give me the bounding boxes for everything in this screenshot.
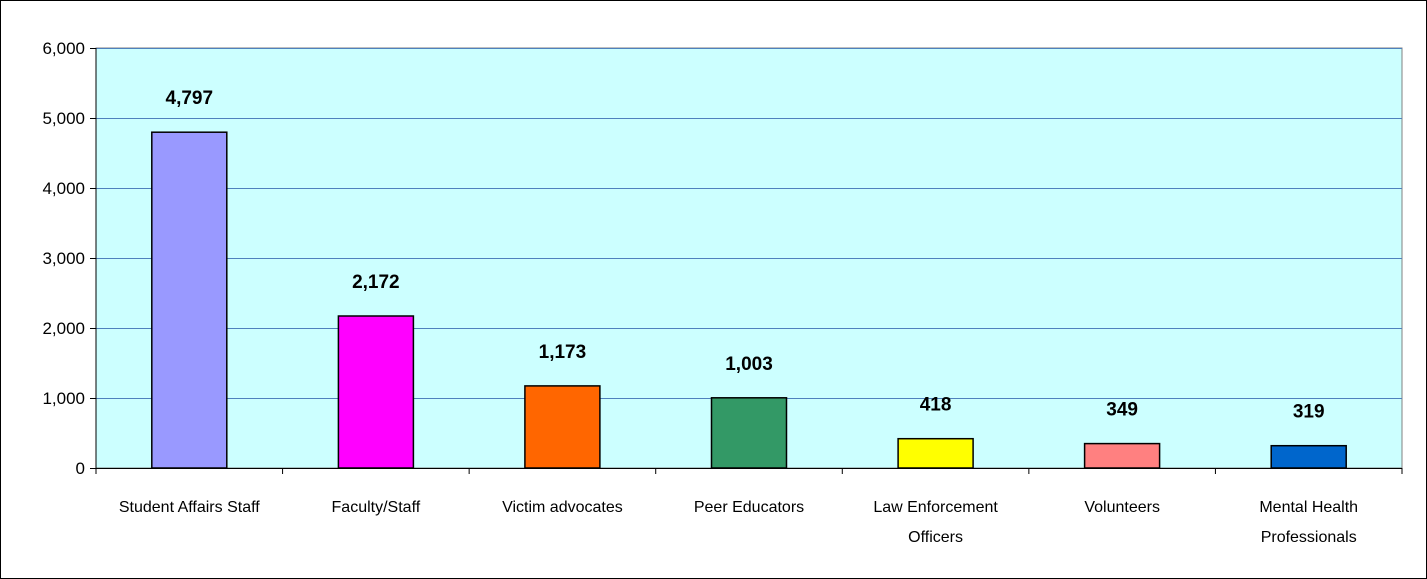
bars [151,131,1347,469]
x-tick-label: Peer Educators [694,499,804,516]
x-tick-label: Student Affairs Staff [119,499,260,516]
bar [151,131,228,469]
gridlines [96,48,1402,399]
x-tick-label: Law Enforcement Officers [873,499,998,546]
y-tick-label: 6,000 [42,39,85,58]
data-label: 4,797 [166,88,214,109]
x-tick-label: Faculty/Staff [332,499,421,516]
y-tick-label: 4,000 [42,179,85,198]
y-tick-label: 2,000 [42,319,85,338]
x-tick-label: Mental Health Professionals [1259,499,1358,546]
bar [710,397,788,469]
bar [1083,442,1161,469]
y-tick-label: 0 [76,459,85,478]
data-label: 1,003 [725,354,773,375]
data-label: 1,173 [539,342,587,363]
data-label: 319 [1293,402,1325,423]
axes [90,48,1403,474]
x-tick-label: Victim advocates [502,499,623,516]
data-label: 2,172 [352,272,400,293]
data-labels: 4,797 2,172 1,173 1,003 418 349 319 [166,88,1325,422]
y-tick-labels: 0 1,000 2,000 3,000 4,000 5,000 6,000 [42,39,85,478]
data-label: 418 [920,395,952,416]
x-tick-labels: Student Affairs Staff Faculty/Staff Victim… [119,499,1358,546]
y-tick-label: 3,000 [42,249,85,268]
bar [524,385,601,469]
y-tick-label: 1,000 [42,389,85,408]
bar [897,437,974,469]
x-tick-label: Volunteers [1084,499,1160,516]
data-label: 349 [1106,400,1138,421]
bar [337,315,415,469]
y-tick-label: 5,000 [42,109,85,128]
bar [1270,444,1347,469]
